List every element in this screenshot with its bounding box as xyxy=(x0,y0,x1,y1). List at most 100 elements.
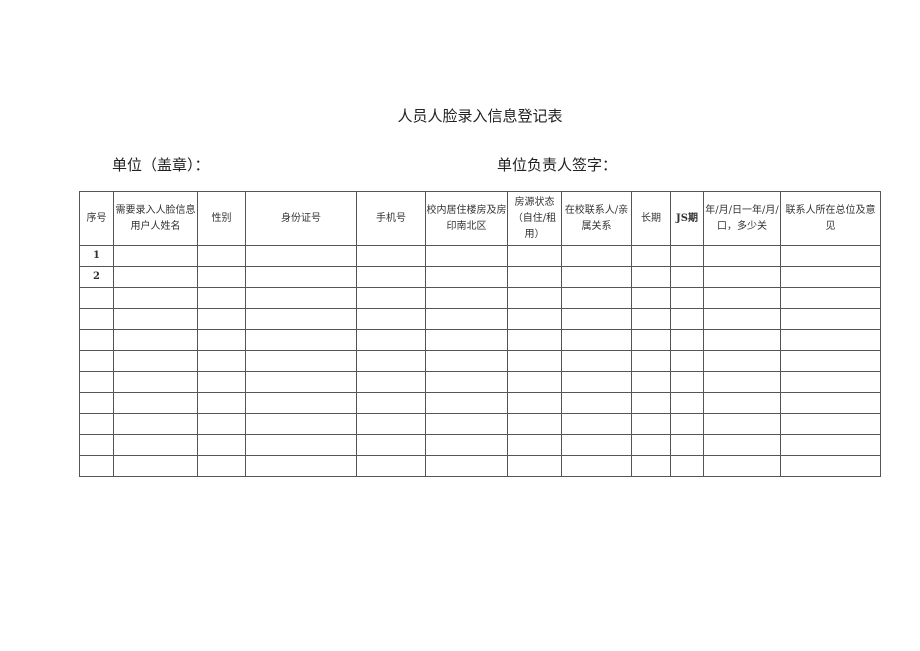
row-number-cell[interactable]: 1 xyxy=(79,245,114,267)
table-cell[interactable] xyxy=(507,308,562,330)
table-cell[interactable] xyxy=(356,371,426,393)
table-cell[interactable] xyxy=(780,455,881,477)
table-cell[interactable] xyxy=(670,329,704,351)
table-cell[interactable] xyxy=(670,371,704,393)
table-cell[interactable] xyxy=(670,392,704,414)
table-cell[interactable] xyxy=(670,266,704,288)
table-cell[interactable] xyxy=(631,245,671,267)
table-cell[interactable] xyxy=(245,329,357,351)
table-cell[interactable] xyxy=(561,413,632,435)
table-cell[interactable] xyxy=(507,434,562,456)
table-cell[interactable] xyxy=(780,287,881,309)
table-cell[interactable] xyxy=(113,413,198,435)
table-cell[interactable] xyxy=(197,392,246,414)
table-cell[interactable] xyxy=(425,434,508,456)
table-cell[interactable] xyxy=(703,434,781,456)
table-cell[interactable] xyxy=(507,413,562,435)
table-cell[interactable] xyxy=(780,392,881,414)
table-cell[interactable] xyxy=(113,350,198,372)
row-number-cell[interactable] xyxy=(79,455,114,477)
table-cell[interactable] xyxy=(780,308,881,330)
table-cell[interactable] xyxy=(245,266,357,288)
table-cell[interactable] xyxy=(631,434,671,456)
table-cell[interactable] xyxy=(197,350,246,372)
table-cell[interactable] xyxy=(507,266,562,288)
table-cell[interactable] xyxy=(561,392,632,414)
table-cell[interactable] xyxy=(670,413,704,435)
table-cell[interactable] xyxy=(631,266,671,288)
table-cell[interactable] xyxy=(356,350,426,372)
table-cell[interactable] xyxy=(113,371,198,393)
table-cell[interactable] xyxy=(356,329,426,351)
table-cell[interactable] xyxy=(507,329,562,351)
table-cell[interactable] xyxy=(425,245,508,267)
table-cell[interactable] xyxy=(631,455,671,477)
table-cell[interactable] xyxy=(780,371,881,393)
table-cell[interactable] xyxy=(561,287,632,309)
table-cell[interactable] xyxy=(507,392,562,414)
table-cell[interactable] xyxy=(561,350,632,372)
table-cell[interactable] xyxy=(703,266,781,288)
table-cell[interactable] xyxy=(245,350,357,372)
table-cell[interactable] xyxy=(670,245,704,267)
row-number-cell[interactable] xyxy=(79,308,114,330)
table-cell[interactable] xyxy=(356,392,426,414)
table-cell[interactable] xyxy=(507,350,562,372)
row-number-cell[interactable] xyxy=(79,371,114,393)
table-cell[interactable] xyxy=(780,245,881,267)
table-cell[interactable] xyxy=(356,413,426,435)
table-cell[interactable] xyxy=(425,287,508,309)
table-cell[interactable] xyxy=(703,455,781,477)
table-cell[interactable] xyxy=(780,413,881,435)
table-cell[interactable] xyxy=(197,308,246,330)
table-cell[interactable] xyxy=(113,287,198,309)
table-cell[interactable] xyxy=(703,308,781,330)
table-cell[interactable] xyxy=(561,455,632,477)
table-cell[interactable] xyxy=(631,392,671,414)
row-number-cell[interactable] xyxy=(79,350,114,372)
row-number-cell[interactable] xyxy=(79,392,114,414)
table-cell[interactable] xyxy=(703,350,781,372)
table-cell[interactable] xyxy=(245,434,357,456)
table-cell[interactable] xyxy=(356,287,426,309)
table-cell[interactable] xyxy=(425,455,508,477)
table-cell[interactable] xyxy=(113,329,198,351)
table-cell[interactable] xyxy=(245,455,357,477)
table-cell[interactable] xyxy=(197,329,246,351)
table-cell[interactable] xyxy=(507,245,562,267)
table-cell[interactable] xyxy=(507,287,562,309)
table-cell[interactable] xyxy=(631,350,671,372)
table-cell[interactable] xyxy=(245,413,357,435)
table-cell[interactable] xyxy=(356,308,426,330)
table-cell[interactable] xyxy=(197,413,246,435)
table-cell[interactable] xyxy=(507,455,562,477)
row-number-cell[interactable] xyxy=(79,329,114,351)
table-cell[interactable] xyxy=(670,455,704,477)
table-cell[interactable] xyxy=(425,413,508,435)
table-cell[interactable] xyxy=(703,371,781,393)
table-cell[interactable] xyxy=(425,392,508,414)
table-cell[interactable] xyxy=(356,455,426,477)
table-cell[interactable] xyxy=(113,434,198,456)
table-cell[interactable] xyxy=(561,308,632,330)
table-cell[interactable] xyxy=(425,329,508,351)
table-cell[interactable] xyxy=(245,308,357,330)
table-cell[interactable] xyxy=(631,308,671,330)
table-cell[interactable] xyxy=(197,371,246,393)
table-cell[interactable] xyxy=(561,434,632,456)
table-cell[interactable] xyxy=(245,392,357,414)
row-number-cell[interactable] xyxy=(79,434,114,456)
table-cell[interactable] xyxy=(670,350,704,372)
row-number-cell[interactable] xyxy=(79,413,114,435)
table-cell[interactable] xyxy=(780,266,881,288)
table-cell[interactable] xyxy=(425,266,508,288)
table-cell[interactable] xyxy=(703,287,781,309)
row-number-cell[interactable]: 2 xyxy=(79,266,114,288)
table-cell[interactable] xyxy=(356,434,426,456)
table-cell[interactable] xyxy=(561,329,632,351)
table-cell[interactable] xyxy=(670,308,704,330)
table-cell[interactable] xyxy=(197,434,246,456)
table-cell[interactable] xyxy=(670,434,704,456)
table-cell[interactable] xyxy=(631,413,671,435)
table-cell[interactable] xyxy=(113,245,198,267)
